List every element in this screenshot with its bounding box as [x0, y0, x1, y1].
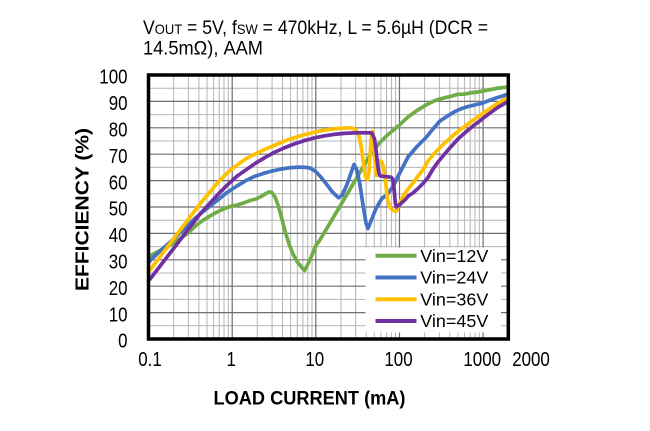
svg-text:10: 10	[305, 349, 324, 371]
svg-text:Vin=24V: Vin=24V	[420, 268, 488, 288]
svg-text:70: 70	[109, 146, 128, 168]
svg-text:10: 10	[109, 304, 128, 326]
svg-text:1000: 1000	[463, 349, 501, 371]
svg-text:2000: 2000	[512, 349, 550, 371]
svg-text:LOAD CURRENT (mA): LOAD CURRENT (mA)	[214, 389, 406, 410]
svg-text:EFFICIENCY (%): EFFICIENCY (%)	[71, 128, 92, 291]
svg-text:0: 0	[118, 331, 127, 353]
svg-text:30: 30	[109, 252, 128, 274]
svg-text:100: 100	[99, 67, 127, 89]
svg-text:Vin=36V: Vin=36V	[420, 290, 488, 310]
svg-text:0.1: 0.1	[138, 349, 162, 371]
svg-text:50: 50	[109, 199, 128, 221]
svg-text:1: 1	[227, 349, 236, 371]
svg-text:20: 20	[109, 278, 128, 300]
svg-text:Vin=45V: Vin=45V	[420, 311, 488, 331]
svg-text:60: 60	[109, 172, 128, 194]
svg-text:14.5mΩ), AAM: 14.5mΩ), AAM	[143, 39, 263, 60]
svg-text:Vin=12V: Vin=12V	[420, 246, 488, 266]
svg-text:40: 40	[109, 225, 128, 247]
svg-text:100: 100	[384, 349, 412, 371]
svg-text:VOUT = 5V, fSW = 470kHz, L = 5: VOUT = 5V, fSW = 470kHz, L = 5.6µH (DCR …	[143, 18, 488, 39]
svg-text:80: 80	[109, 120, 128, 142]
svg-text:90: 90	[109, 93, 128, 115]
